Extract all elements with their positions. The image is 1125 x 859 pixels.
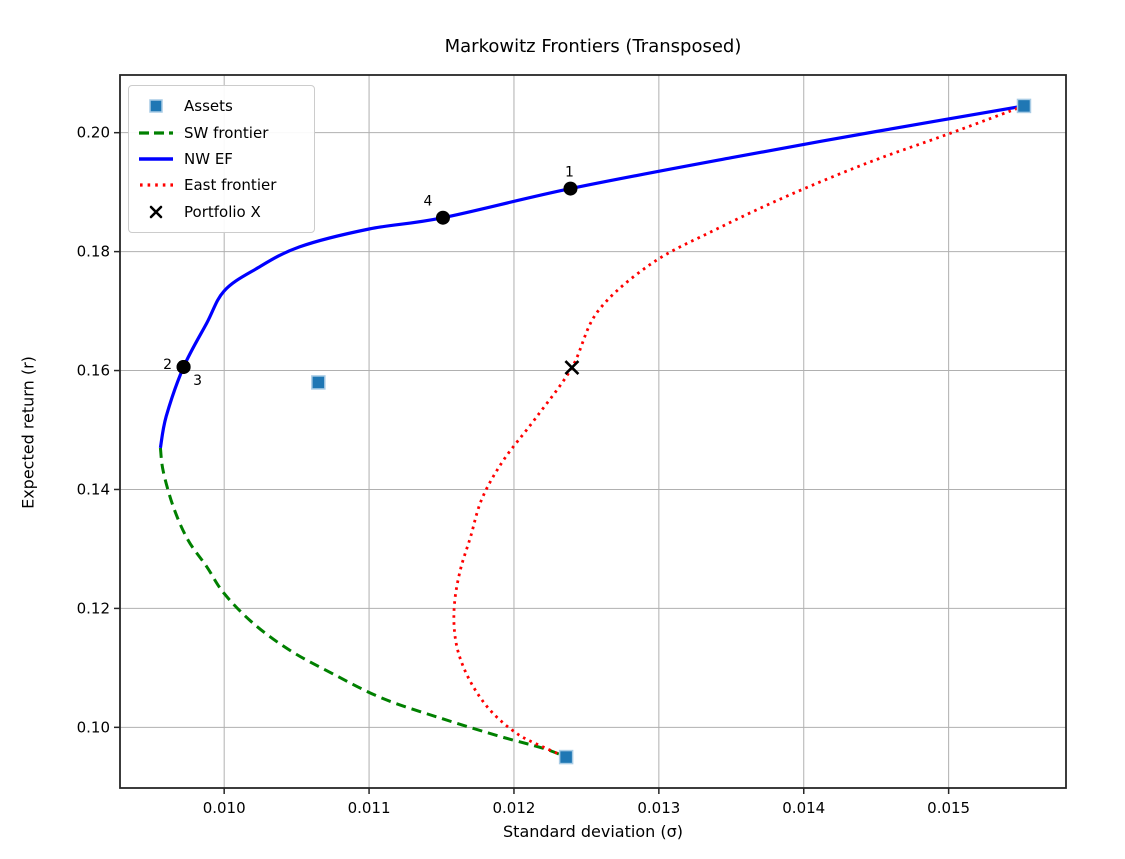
asset-marker	[558, 749, 574, 765]
x-tick-label: 0.011	[348, 799, 391, 817]
legend-label-sw-frontier: SW frontier	[184, 123, 269, 142]
point-label-2: 2	[163, 357, 172, 373]
x-tick-label: 0.014	[782, 799, 825, 817]
asset-marker	[311, 375, 326, 390]
dotted-line-icon	[140, 183, 173, 188]
series-path-sw-frontier	[158, 447, 567, 759]
y-axis-label: Expected return (r)	[18, 356, 38, 509]
chart-title: Markowitz Frontiers (Transposed)	[444, 36, 742, 57]
x-marker-icon	[149, 205, 163, 219]
legend-item-assets: Assets	[137, 93, 304, 119]
series-path-nw-ef	[158, 104, 1025, 449]
dashed-line-icon	[139, 131, 173, 135]
y-tick-label: 0.12	[77, 599, 110, 617]
y-tick-label: 0.20	[77, 124, 110, 142]
y-tick-label: 0.16	[77, 362, 110, 380]
asset-marker	[1016, 98, 1032, 114]
legend-label-assets: Assets	[184, 97, 233, 116]
plot-frame	[119, 74, 1067, 789]
y-tick-label: 0.14	[77, 480, 110, 498]
legend: Assets SW frontier NW EF East frontier P…	[128, 85, 315, 233]
portfolio-x-marker	[564, 360, 580, 375]
x-axis-label: Standard deviation (σ)	[503, 822, 683, 841]
point-label-4: 4	[424, 194, 433, 210]
x-tick-label: 0.010	[203, 799, 246, 817]
legend-label-portfolio-x: Portfolio X	[184, 202, 261, 221]
legend-label-nw-ef: NW EF	[184, 150, 233, 169]
x-tick-label: 0.013	[637, 799, 680, 817]
point-label-3: 3	[193, 373, 202, 389]
legend-item-portfolio-x: Portfolio X	[137, 199, 304, 225]
legend-item-east-frontier: East frontier	[137, 172, 304, 198]
y-tick-label: 0.18	[77, 243, 110, 261]
x-tick-label: 0.012	[492, 799, 535, 817]
legend-label-east-frontier: East frontier	[184, 176, 277, 195]
point-label-1: 1	[565, 165, 574, 181]
portfolio-dot-3	[176, 359, 191, 374]
series-path-east-frontier	[452, 104, 1025, 759]
portfolio-dot-4	[435, 210, 450, 225]
legend-item-nw-ef: NW EF	[137, 146, 304, 172]
portfolio-dot-1	[563, 181, 578, 196]
y-tick-label: 0.10	[77, 718, 110, 736]
assets-square-icon	[149, 99, 163, 113]
x-tick-label: 0.015	[927, 799, 970, 817]
solid-line-icon	[139, 157, 173, 161]
legend-item-sw-frontier: SW frontier	[137, 119, 304, 145]
